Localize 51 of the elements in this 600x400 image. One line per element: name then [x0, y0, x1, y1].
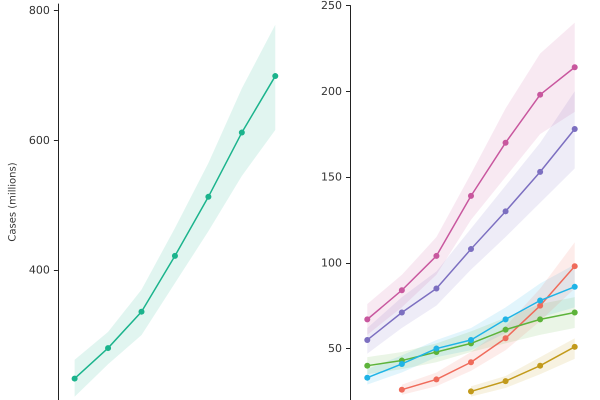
point: [468, 336, 474, 343]
y-tick-label: 50: [328, 342, 342, 356]
point: [537, 298, 544, 304]
y-tick-label: 250: [321, 0, 342, 12]
point: [502, 335, 509, 342]
point: [537, 92, 544, 98]
point: [398, 386, 405, 393]
point: [572, 310, 578, 316]
point: [468, 359, 474, 366]
point: [364, 362, 370, 369]
point: [205, 194, 212, 200]
point: [433, 376, 440, 382]
y-tick-label: 600: [28, 134, 50, 147]
point: [272, 73, 278, 80]
point: [433, 252, 440, 259]
point: [468, 388, 474, 394]
point: [172, 252, 178, 259]
point: [433, 346, 440, 352]
y-tick-label: 200: [321, 84, 342, 98]
point: [238, 130, 245, 136]
y-tick-label: 100: [321, 256, 342, 270]
point: [364, 336, 370, 343]
point: [572, 64, 578, 70]
point: [364, 316, 370, 322]
point: [398, 287, 405, 294]
y-tick-label: 150: [321, 170, 342, 184]
y-tick-label: 400: [28, 264, 50, 277]
point: [398, 360, 405, 367]
point: [537, 168, 544, 175]
point: [502, 140, 509, 146]
point: [537, 316, 544, 322]
point: [537, 302, 544, 309]
point: [468, 246, 474, 252]
y-tick-label: 800: [28, 4, 50, 17]
point: [537, 362, 544, 369]
point: [72, 376, 78, 382]
point: [502, 208, 509, 214]
point: [138, 308, 145, 315]
point: [502, 326, 509, 333]
point: [105, 345, 112, 352]
point: [433, 286, 440, 292]
point: [398, 310, 405, 316]
point: [572, 344, 578, 350]
point: [364, 374, 370, 381]
point: [502, 378, 509, 384]
point: [572, 284, 578, 290]
point: [468, 192, 474, 199]
point: [572, 126, 578, 132]
point: [502, 316, 509, 322]
y-axis-title: Cases (millions): [8, 162, 18, 242]
point: [572, 263, 578, 270]
